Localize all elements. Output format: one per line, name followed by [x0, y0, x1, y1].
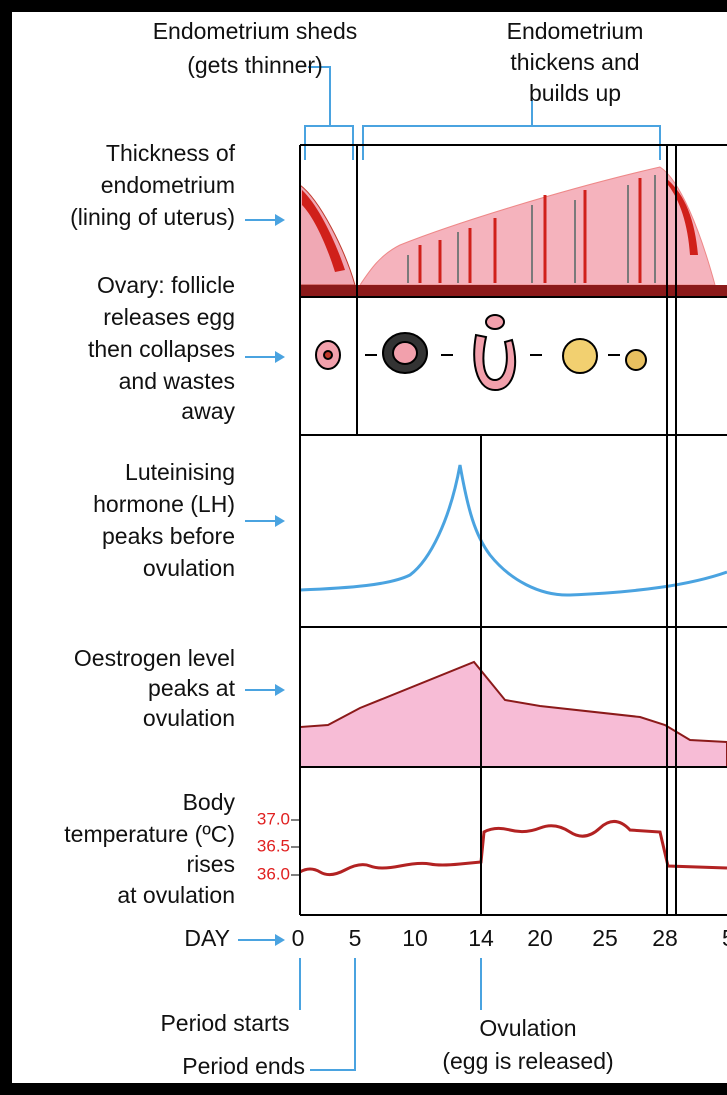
row-label: then collapses	[88, 336, 235, 362]
bottom-label: Period starts	[160, 1010, 289, 1036]
day-tick-label: 25	[592, 925, 618, 951]
row-label: at ovulation	[117, 882, 235, 908]
arrow-head	[275, 515, 285, 527]
arrow-head	[275, 214, 285, 226]
bottom-label: (egg is released)	[442, 1048, 613, 1074]
lh-curve	[299, 464, 727, 597]
day-tick-label: 10	[402, 925, 428, 951]
day-tick-label: 20	[527, 925, 553, 951]
row-label: ovulation	[143, 705, 235, 731]
panel-frames	[299, 144, 727, 916]
row-label: away	[181, 398, 235, 424]
day-tick-label: 28	[652, 925, 678, 951]
sheds-bracket	[304, 66, 354, 160]
temperature-tick-label: 36.0	[257, 864, 290, 883]
arrow-head	[275, 351, 285, 363]
row-label: temperature (ºC)	[64, 821, 235, 847]
arrow-head	[275, 934, 285, 946]
row-label: rises	[186, 851, 235, 877]
top-label: builds up	[529, 80, 621, 106]
row-label: releases egg	[103, 304, 235, 330]
day-tick-label: 5	[722, 925, 727, 951]
row-label: Body	[183, 789, 236, 815]
bottom-leaders	[299, 958, 482, 1071]
row-label: ovulation	[143, 555, 235, 581]
arrow-head	[275, 684, 285, 696]
top-label: Endometrium sheds	[153, 18, 358, 44]
top-label: Endometrium	[507, 18, 644, 44]
row-label: Oestrogen level	[74, 645, 235, 671]
day-tick-label: 14	[468, 925, 494, 951]
top-label: thickens and	[510, 49, 639, 75]
row-label: and wastes	[119, 368, 235, 394]
row-label: peaks before	[102, 523, 235, 549]
temperature-tick-label: 36.5	[257, 836, 290, 855]
row-label: Thickness of	[106, 140, 236, 166]
day-tick-label: 0	[292, 925, 305, 951]
row-label: peaks at	[148, 675, 236, 701]
bottom-label: Ovulation	[479, 1015, 576, 1041]
temperature-tick-label: 37.0	[257, 809, 290, 828]
top-label: (gets thinner)	[187, 52, 323, 78]
row-label: hormone (LH)	[93, 491, 235, 517]
oestrogen-area	[299, 660, 727, 768]
row-label: endometrium	[101, 172, 235, 198]
day-tick-label: 5	[349, 925, 362, 951]
day-axis-label: DAY	[184, 925, 230, 951]
row-label: Ovary: follicle	[97, 272, 235, 298]
thickens-bracket	[362, 100, 661, 160]
bottom-label: Period ends	[182, 1053, 305, 1079]
row-label: (lining of uterus)	[70, 204, 235, 230]
row-label: Luteinising	[125, 459, 235, 485]
ovary-graphic	[315, 314, 647, 392]
endometrium-graphic	[299, 166, 727, 297]
temperature-curve	[299, 820, 727, 877]
